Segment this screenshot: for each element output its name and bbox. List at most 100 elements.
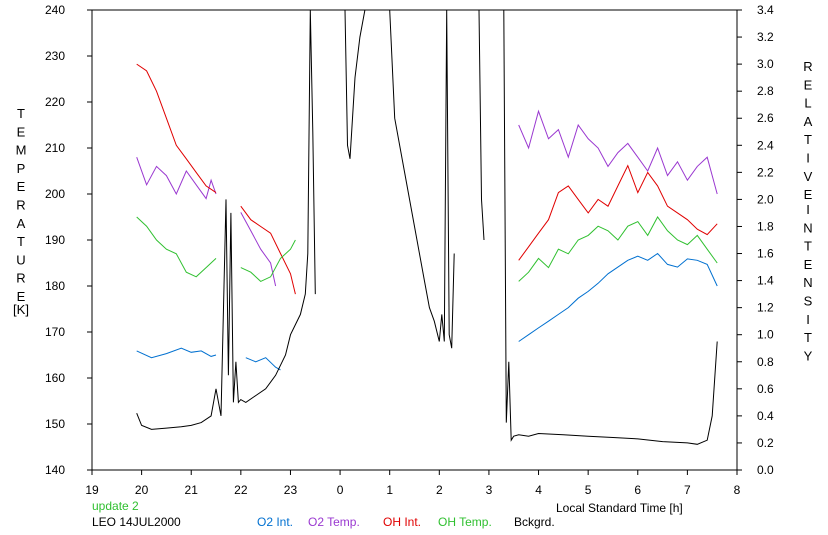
series-oh-temp-line bbox=[136, 216, 217, 278]
y-left-title-letter: U bbox=[16, 252, 25, 267]
series-o2-temp-line bbox=[518, 109, 718, 195]
y-right-tick-label: 1.8 bbox=[757, 219, 774, 233]
y-right-title-letter: I bbox=[806, 151, 810, 166]
series-o2-temp-line bbox=[240, 212, 277, 287]
y-axis-right: 3.4 3.2 3.0 2.8 2.6 2.4 2.2 2.0 1.8 1.6 1.4 1.2 1.0 0… bbox=[737, 3, 774, 477]
y-right-tick-label: 2.0 bbox=[757, 192, 774, 206]
x-tick-label: 2 bbox=[436, 483, 443, 497]
y-right-title-letter: V bbox=[804, 169, 813, 184]
x-tick-label: 5 bbox=[585, 483, 592, 497]
y-right-title-letter: A bbox=[804, 114, 813, 129]
y-right-title-letter: Y bbox=[804, 348, 813, 363]
y-left-title-letter: R bbox=[16, 271, 25, 286]
series-bckgrd-line bbox=[503, 10, 718, 445]
x-tick-label: 19 bbox=[85, 483, 99, 497]
series-bckgrd-line bbox=[344, 10, 366, 159]
y-right-tick-label: 2.6 bbox=[757, 111, 774, 125]
y-right-tick-label: 0.6 bbox=[757, 382, 774, 396]
y-left-title-letter: A bbox=[17, 216, 26, 231]
y-right-title-letter: L bbox=[804, 96, 811, 111]
y-right-tick-label: 2.2 bbox=[757, 165, 774, 179]
y-right-title-letter: I bbox=[806, 202, 810, 217]
x-tick-label: 1 bbox=[386, 483, 393, 497]
y-left-tick-label: 180 bbox=[45, 279, 65, 293]
legend-item: O2 Temp. bbox=[308, 515, 360, 529]
x-axis-title: Local Standard Time [h] bbox=[556, 501, 683, 515]
y-right-title-letter: E bbox=[804, 187, 813, 202]
series-bckgrd-line bbox=[136, 10, 316, 430]
y-right-tick-label: 1.4 bbox=[757, 274, 774, 288]
legend-item: Bckgrd. bbox=[514, 515, 555, 529]
y-right-title-letter: S bbox=[804, 294, 813, 309]
y-right-tick-label: 1.6 bbox=[757, 247, 774, 261]
x-tick-label: 8 bbox=[734, 483, 741, 497]
x-tick-label: 23 bbox=[284, 483, 298, 497]
y-left-title-letter: E bbox=[17, 289, 26, 304]
y-left-tick-label: 160 bbox=[45, 371, 65, 385]
series-o2-int-line bbox=[518, 252, 718, 342]
y-right-tick-label: 3.0 bbox=[757, 57, 774, 71]
legend-item: O2 Int. bbox=[257, 515, 293, 529]
x-axis: 19 20 21 22 23 0 1 2 3 4 5 6 7 8 bbox=[85, 470, 741, 497]
y-right-tick-label: 1.0 bbox=[757, 328, 774, 342]
plot-frame bbox=[91, 9, 738, 471]
y-left-tick-label: 230 bbox=[45, 49, 65, 63]
y-left-title-letter: T bbox=[17, 106, 25, 121]
y-left-title-letter: R bbox=[16, 198, 25, 213]
y-right-tick-label: 0.2 bbox=[757, 436, 774, 450]
series-oh-temp-line bbox=[240, 239, 296, 282]
y-left-title-letter: P bbox=[17, 161, 26, 176]
y-left-tick-label: 200 bbox=[45, 187, 65, 201]
y-right-tick-label: 3.2 bbox=[757, 30, 774, 44]
y-right-title-letter: N bbox=[803, 220, 812, 235]
y-right-title-letter: N bbox=[803, 275, 812, 290]
y-left-title-letter: E bbox=[17, 124, 26, 139]
y-right-tick-label: 2.8 bbox=[757, 84, 774, 98]
legend-item: OH Int. bbox=[383, 515, 421, 529]
series-oh-int-line bbox=[518, 164, 718, 261]
y-axis-left-unit: [K] bbox=[13, 302, 29, 317]
y-right-title-letter: I bbox=[806, 312, 810, 327]
x-tick-label: 6 bbox=[634, 483, 641, 497]
x-tick-label: 4 bbox=[535, 483, 542, 497]
y-right-title-letter: T bbox=[804, 239, 812, 254]
series-o2-int-line bbox=[136, 347, 217, 359]
series-o2-temp-line bbox=[136, 157, 217, 200]
y-left-tick-label: 220 bbox=[45, 95, 65, 109]
y-right-tick-label: 1.2 bbox=[757, 301, 774, 315]
x-tick-label: 20 bbox=[135, 483, 149, 497]
y-right-title-letter: T bbox=[804, 330, 812, 345]
series-oh-int-line bbox=[240, 205, 296, 295]
series-bckgrd-line bbox=[389, 10, 455, 349]
station-annotation: LEO 14JUL2000 bbox=[92, 515, 181, 529]
y-left-tick-label: 170 bbox=[45, 325, 65, 339]
y-right-tick-label: 0.4 bbox=[757, 409, 774, 423]
series-oh-temp-line bbox=[518, 216, 718, 282]
y-axis-left: 240 230 220 210 200 190 180 170 160 150 140 bbox=[45, 3, 92, 477]
y-right-title-letter: E bbox=[804, 257, 813, 272]
x-tick-label: 22 bbox=[234, 483, 248, 497]
series-oh-int-line bbox=[136, 63, 217, 194]
y-right-tick-label: 0.0 bbox=[757, 463, 774, 477]
y-right-tick-label: 2.4 bbox=[757, 138, 774, 152]
y-left-tick-label: 210 bbox=[45, 141, 65, 155]
y-left-tick-label: 140 bbox=[45, 463, 65, 477]
series-o2-int-line bbox=[245, 357, 281, 371]
x-tick-label: 3 bbox=[486, 483, 493, 497]
y-left-title-letter: M bbox=[16, 143, 27, 158]
legend: O2 Int. O2 Temp. OH Int. OH Temp. Bckgrd. bbox=[257, 515, 555, 529]
y-left-tick-label: 190 bbox=[45, 233, 65, 247]
legend-item: OH Temp. bbox=[438, 515, 492, 529]
x-tick-label: 7 bbox=[684, 483, 691, 497]
y-right-title-letter: R bbox=[803, 59, 812, 74]
y-left-title-letter: E bbox=[17, 179, 26, 194]
y-left-title-letter: T bbox=[17, 234, 25, 249]
y-right-tick-label: 3.4 bbox=[757, 3, 774, 17]
series-bckgrd-line bbox=[478, 10, 485, 241]
update-annotation: update 2 bbox=[92, 499, 139, 513]
y-right-title-letter: E bbox=[804, 77, 813, 92]
x-tick-label: 0 bbox=[337, 483, 344, 497]
